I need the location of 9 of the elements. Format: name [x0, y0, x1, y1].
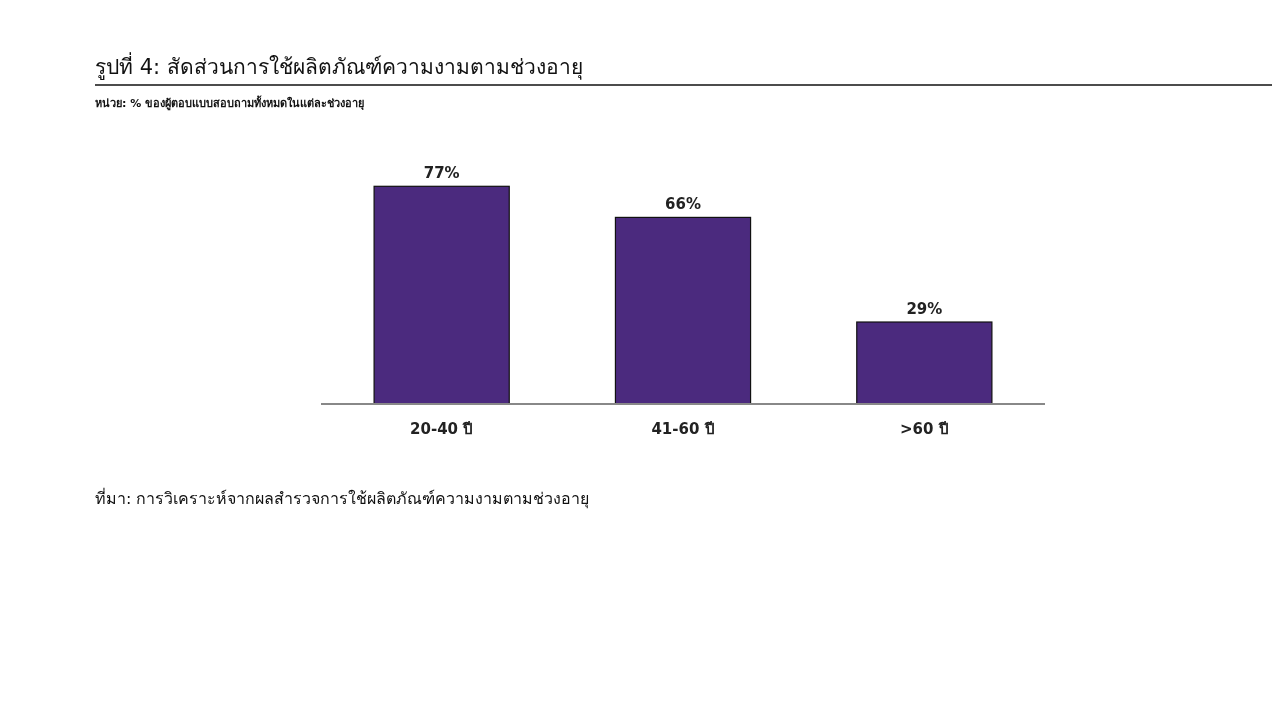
x-tick-label: >60 ปี [900, 420, 949, 438]
x-tick-label: 20-40 ปี [410, 420, 474, 438]
chart-title: รูปที่ 4: สัดส่วนการใช้ผลิตภัณฑ์ความงามตามช่วงอายุ [95, 52, 583, 80]
data-label: 29% [906, 300, 943, 319]
text: ที่มา: การวิเคราะห์จากผลสำรวจการใช้ผลิตภัณฑ์ความงามตามช่วงอายุ [95, 487, 590, 509]
data-label: 66% [665, 195, 701, 214]
data-label: 77% [423, 164, 460, 183]
text: หน่วย: % ของผู้ตอบแบบสอบถามทั้งหมดในแต่ละช่วงอายุ [95, 95, 365, 111]
x-tick-label: 41-60 ปี [651, 420, 715, 438]
